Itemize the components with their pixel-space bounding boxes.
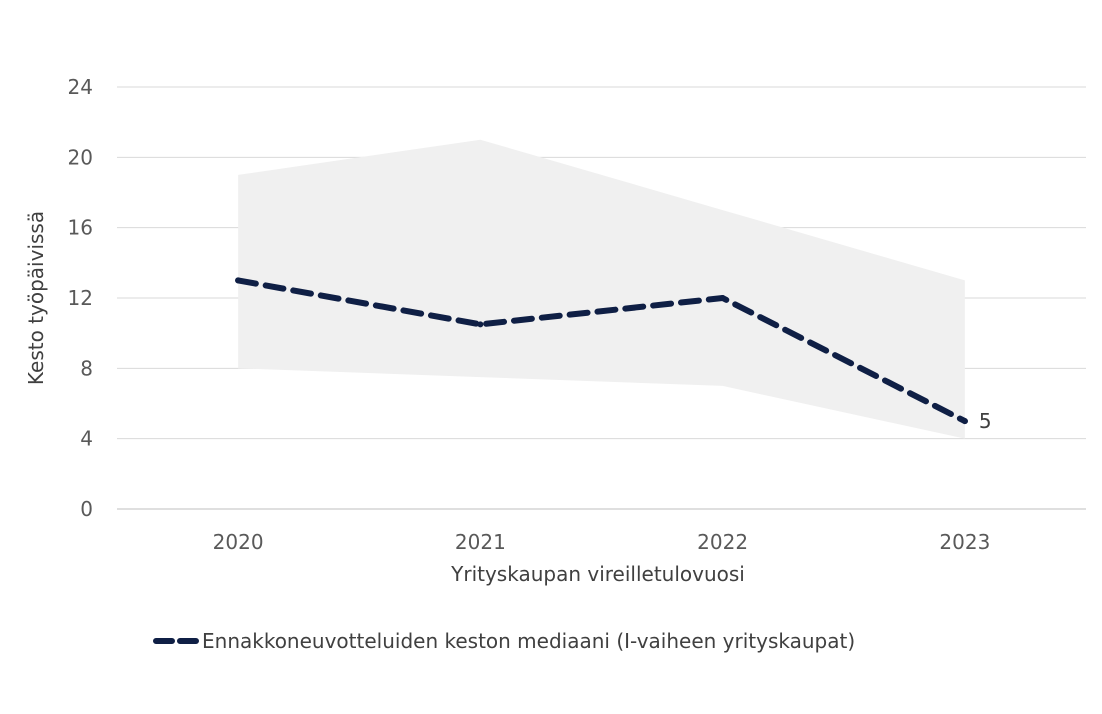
series-line xyxy=(235,277,968,425)
y-tick-label: 16 xyxy=(68,216,93,240)
range-band xyxy=(238,139,965,439)
y-tick-label: 4 xyxy=(80,427,93,451)
y-axis-title: Kesto työpäivissä xyxy=(24,211,48,385)
y-tick-label: 24 xyxy=(68,75,93,99)
x-tick-label: 2020 xyxy=(213,530,264,554)
x-tick-label: 2021 xyxy=(455,530,506,554)
y-tick-label: 12 xyxy=(68,286,93,310)
data-point xyxy=(477,321,484,328)
legend-label: Ennakkoneuvotteluiden keston mediaani (I… xyxy=(202,629,855,653)
x-tick-label: 2022 xyxy=(697,530,748,554)
y-tick-label: 8 xyxy=(80,356,93,380)
legend: Ennakkoneuvotteluiden keston mediaani (I… xyxy=(153,629,855,653)
annotations: 5 xyxy=(979,409,992,433)
data-point xyxy=(235,277,242,284)
data-label: 5 xyxy=(979,409,992,433)
x-axis-title: Yrityskaupan vireilletulovuosi xyxy=(450,562,745,586)
y-tick-label: 0 xyxy=(80,497,93,521)
series-group xyxy=(235,277,968,425)
data-point xyxy=(719,295,726,301)
y-tick-label: 20 xyxy=(68,145,93,169)
y-tick-labels: 0 4 8 12 16 20 24 xyxy=(68,75,93,521)
x-tick-label: 2023 xyxy=(939,530,990,554)
range-band-group xyxy=(238,139,965,439)
data-point xyxy=(961,418,968,425)
x-tick-labels: 2020 2021 2022 2023 xyxy=(213,530,991,554)
